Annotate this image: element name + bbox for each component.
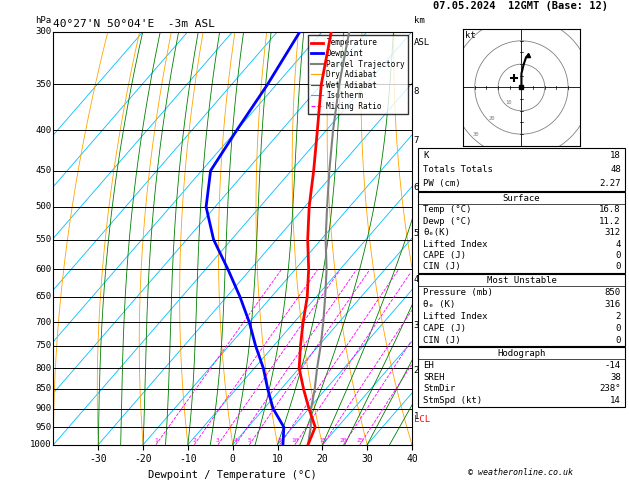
Text: 300: 300 [36, 27, 52, 36]
Legend: Temperature, Dewpoint, Parcel Trajectory, Dry Adiabat, Wet Adiabat, Isotherm, Mi: Temperature, Dewpoint, Parcel Trajectory… [308, 35, 408, 114]
Text: CAPE (J): CAPE (J) [423, 324, 466, 332]
Text: 350: 350 [36, 80, 52, 89]
Text: Dewp (°C): Dewp (°C) [423, 217, 472, 226]
Text: CAPE (J): CAPE (J) [423, 251, 466, 260]
Text: Mixing Ratio (g/kg): Mixing Ratio (g/kg) [431, 194, 441, 282]
Text: hPa: hPa [36, 17, 52, 25]
Text: 25: 25 [356, 437, 364, 443]
Text: 3: 3 [216, 437, 220, 443]
Text: 7: 7 [414, 136, 419, 145]
Text: EH: EH [423, 361, 434, 370]
Text: CIN (J): CIN (J) [423, 335, 461, 345]
X-axis label: Dewpoint / Temperature (°C): Dewpoint / Temperature (°C) [148, 470, 317, 480]
Text: 900: 900 [36, 404, 52, 413]
Text: 14: 14 [610, 397, 621, 405]
Text: 400: 400 [36, 126, 52, 135]
Text: 48: 48 [610, 165, 621, 174]
Text: 2: 2 [414, 366, 419, 375]
Text: 2.27: 2.27 [599, 179, 621, 189]
Text: 800: 800 [36, 364, 52, 373]
Text: 238°: 238° [599, 384, 621, 394]
Text: θₑ(K): θₑ(K) [423, 228, 450, 237]
Text: 30: 30 [472, 133, 479, 138]
Text: Hodograph: Hodograph [498, 349, 545, 358]
Text: 0: 0 [615, 335, 621, 345]
Text: 316: 316 [604, 299, 621, 309]
Text: 15: 15 [319, 437, 326, 443]
Text: 20: 20 [489, 116, 495, 121]
Text: 750: 750 [36, 342, 52, 350]
Text: 0: 0 [615, 324, 621, 332]
Text: 38: 38 [610, 373, 621, 382]
Text: Pressure (mb): Pressure (mb) [423, 288, 493, 296]
Text: LCL: LCL [414, 416, 430, 424]
Text: ASL: ASL [414, 38, 430, 47]
Text: 4: 4 [615, 240, 621, 248]
Text: 4: 4 [233, 437, 237, 443]
Text: 450: 450 [36, 166, 52, 175]
Text: 1: 1 [154, 437, 158, 443]
Text: 500: 500 [36, 202, 52, 211]
Text: km: km [414, 17, 425, 25]
Text: StmDir: StmDir [423, 384, 455, 394]
Text: 4: 4 [414, 275, 419, 284]
Text: 8: 8 [278, 437, 282, 443]
Text: 16.8: 16.8 [599, 205, 621, 214]
Text: 850: 850 [36, 384, 52, 394]
Text: θₑ (K): θₑ (K) [423, 299, 455, 309]
Text: -14: -14 [604, 361, 621, 370]
Text: PW (cm): PW (cm) [423, 179, 461, 189]
Text: 312: 312 [604, 228, 621, 237]
Text: 1: 1 [414, 412, 419, 421]
Text: StmSpd (kt): StmSpd (kt) [423, 397, 482, 405]
Text: 0: 0 [615, 251, 621, 260]
Text: 550: 550 [36, 235, 52, 244]
Text: 8: 8 [414, 87, 419, 96]
Text: 07.05.2024  12GMT (Base: 12): 07.05.2024 12GMT (Base: 12) [433, 1, 608, 12]
Text: 3: 3 [414, 321, 419, 330]
Text: 20: 20 [340, 437, 347, 443]
Text: K: K [423, 151, 429, 160]
Text: 5: 5 [248, 437, 251, 443]
Text: 10: 10 [505, 100, 511, 105]
Text: © weatheronline.co.uk: © weatheronline.co.uk [468, 468, 573, 477]
Text: kt: kt [465, 32, 476, 40]
Text: 6: 6 [414, 183, 419, 191]
Text: 10: 10 [291, 437, 299, 443]
Text: 18: 18 [610, 151, 621, 160]
Text: 5: 5 [414, 229, 419, 239]
Text: 600: 600 [36, 265, 52, 274]
Text: Most Unstable: Most Unstable [486, 276, 557, 285]
Text: 2: 2 [615, 312, 621, 321]
Text: 1000: 1000 [30, 440, 52, 449]
Text: 700: 700 [36, 318, 52, 327]
Text: Lifted Index: Lifted Index [423, 240, 488, 248]
Text: 850: 850 [604, 288, 621, 296]
Text: 2: 2 [192, 437, 196, 443]
Text: Surface: Surface [503, 194, 540, 203]
Text: 950: 950 [36, 423, 52, 432]
Text: Totals Totals: Totals Totals [423, 165, 493, 174]
Text: Temp (°C): Temp (°C) [423, 205, 472, 214]
Text: CIN (J): CIN (J) [423, 262, 461, 271]
Text: 0: 0 [615, 262, 621, 271]
Text: SREH: SREH [423, 373, 445, 382]
Text: Lifted Index: Lifted Index [423, 312, 488, 321]
Text: 40°27'N 50°04'E  -3m ASL: 40°27'N 50°04'E -3m ASL [53, 19, 216, 30]
Text: 11.2: 11.2 [599, 217, 621, 226]
Text: 650: 650 [36, 293, 52, 301]
